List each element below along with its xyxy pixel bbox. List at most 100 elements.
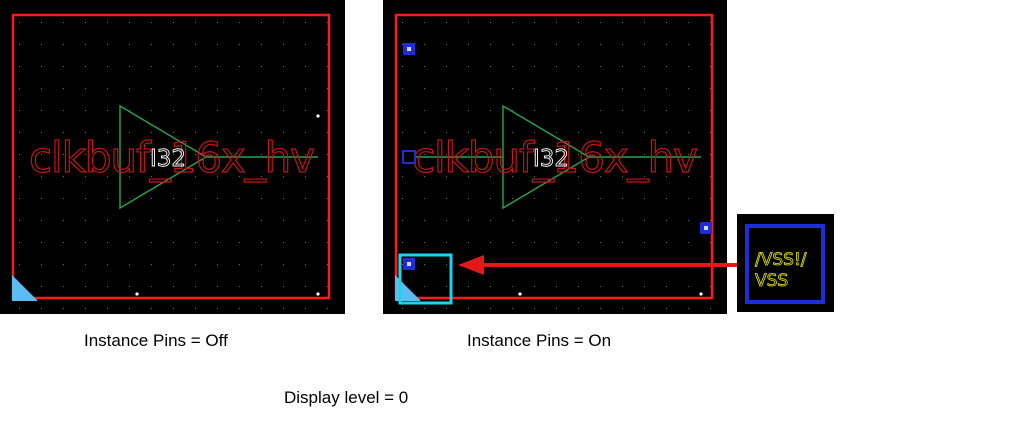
grid-dot xyxy=(327,154,328,155)
grid-dot xyxy=(305,66,306,67)
grid-dot xyxy=(173,242,174,243)
grid-dot xyxy=(239,286,240,287)
grid-dot xyxy=(107,220,108,221)
grid-dot xyxy=(622,66,623,67)
grid-dot xyxy=(578,44,579,45)
grid-dot xyxy=(173,110,174,111)
grid-dot xyxy=(173,154,174,155)
grid-dot xyxy=(666,154,667,155)
grid-dot xyxy=(151,242,152,243)
grid-dot xyxy=(666,242,667,243)
grid-dot xyxy=(283,308,284,309)
grid-dot xyxy=(468,264,469,265)
grid-dot xyxy=(424,264,425,265)
pin-square-icon[interactable] xyxy=(700,222,712,234)
grid-dot xyxy=(173,66,174,67)
grid-dot xyxy=(688,286,689,287)
grid-dot xyxy=(578,110,579,111)
grid-dot xyxy=(19,242,20,243)
grid-dot xyxy=(688,176,689,177)
grid-dot xyxy=(85,286,86,287)
layout-canvas-pins-off: clkbuf_16x_hv I32 xyxy=(11,13,331,309)
grid-dot xyxy=(195,88,196,89)
grid-dot xyxy=(534,22,535,23)
grid-dot xyxy=(327,264,328,265)
grid-dot xyxy=(534,44,535,45)
grid-dot xyxy=(468,198,469,199)
grid-dot xyxy=(424,66,425,67)
grid-dot xyxy=(305,132,306,133)
grid-dot xyxy=(490,176,491,177)
grid-dot xyxy=(63,132,64,133)
grid-dot xyxy=(490,264,491,265)
grid-dot xyxy=(468,22,469,23)
grid-dot xyxy=(424,242,425,243)
pin-square-icon[interactable] xyxy=(402,150,416,164)
grid-dot xyxy=(578,242,579,243)
grid-dot xyxy=(490,242,491,243)
grid-dot xyxy=(305,198,306,199)
grid-dot xyxy=(19,88,20,89)
grid-dot xyxy=(63,66,64,67)
caption-display-level: Display level = 0 xyxy=(284,388,409,407)
grid-dot xyxy=(512,198,513,199)
grid-dot xyxy=(446,132,447,133)
grid-dot xyxy=(63,242,64,243)
grid-dot xyxy=(173,198,174,199)
cell-boundary xyxy=(11,13,331,300)
grid-dot xyxy=(107,44,108,45)
cell-name-label: clkbuf_16x_hv xyxy=(29,133,315,182)
grid-dot xyxy=(41,198,42,199)
grid-dot xyxy=(63,110,64,111)
grid-dot xyxy=(710,242,711,243)
grid-dot xyxy=(107,286,108,287)
pin-square-icon[interactable] xyxy=(403,43,415,55)
grid-dot xyxy=(63,176,64,177)
grid-dot xyxy=(534,308,535,309)
pin-square-icon[interactable] xyxy=(403,258,415,270)
grid-dot xyxy=(107,198,108,199)
grid-dot xyxy=(688,154,689,155)
grid-dot xyxy=(424,286,425,287)
grid-dots xyxy=(19,22,328,309)
grid-dot xyxy=(490,198,491,199)
grid-dot xyxy=(129,44,130,45)
grid-dot xyxy=(327,110,328,111)
grid-dot xyxy=(151,88,152,89)
grid-dot xyxy=(195,132,196,133)
grid-dot xyxy=(107,22,108,23)
grid-dot xyxy=(129,286,130,287)
grid-dot xyxy=(63,154,64,155)
grid-dot xyxy=(710,176,711,177)
grid-dot xyxy=(195,44,196,45)
grid-dot xyxy=(41,22,42,23)
grid-dot xyxy=(666,264,667,265)
grid-dot xyxy=(534,88,535,89)
grid-dot xyxy=(305,88,306,89)
grid-dot xyxy=(402,44,403,45)
grid-dot xyxy=(195,176,196,177)
grid-dot xyxy=(402,308,403,309)
grid-dot xyxy=(688,66,689,67)
grid-dot xyxy=(512,154,513,155)
grid-dot xyxy=(534,264,535,265)
grid-dot xyxy=(402,110,403,111)
grid-dot xyxy=(468,66,469,67)
grid-dot xyxy=(19,110,20,111)
wire-endpoint-dot xyxy=(316,292,320,296)
grid-dot xyxy=(217,44,218,45)
grid-dot xyxy=(63,88,64,89)
grid-dot xyxy=(534,176,535,177)
grid-dot xyxy=(600,88,601,89)
grid-dot xyxy=(41,154,42,155)
grid-dot xyxy=(41,88,42,89)
grid-dot xyxy=(239,242,240,243)
grid-dot xyxy=(512,308,513,309)
grid-dot xyxy=(666,88,667,89)
grid-dot xyxy=(468,308,469,309)
grid-dot xyxy=(195,110,196,111)
grid-dot xyxy=(283,154,284,155)
grid-dot xyxy=(107,242,108,243)
grid-dot xyxy=(468,176,469,177)
grid-dot xyxy=(424,198,425,199)
